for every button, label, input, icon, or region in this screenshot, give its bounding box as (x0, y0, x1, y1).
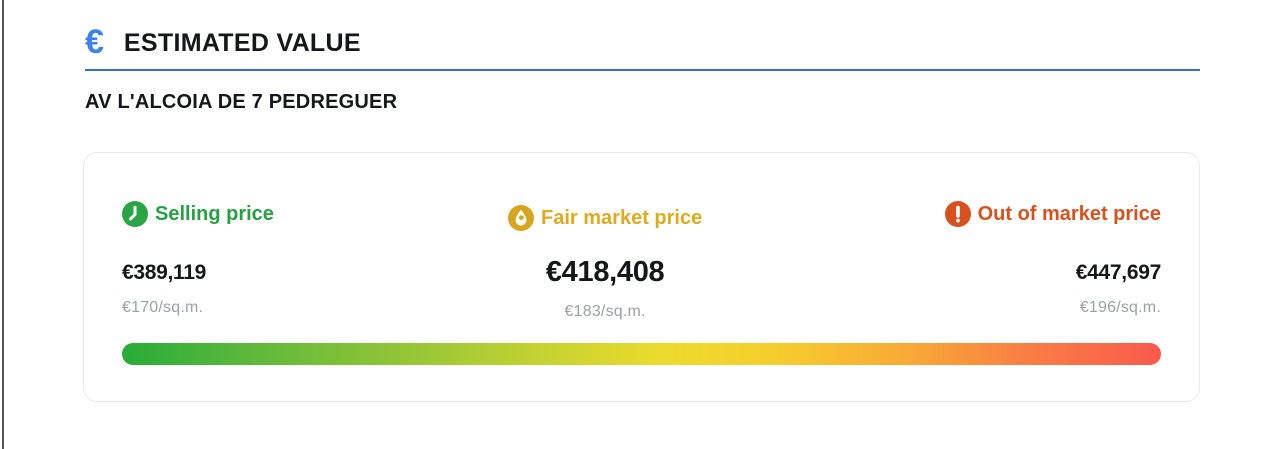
fair-market-label-row: Fair market price (423, 205, 787, 231)
selling-price-per-sqm: €170/sq.m. (122, 299, 204, 316)
section-header: € ESTIMATED VALUE (85, 23, 1202, 61)
price-gradient-bar (122, 343, 1161, 365)
selling-price-value: €389,119 (122, 261, 207, 284)
out-of-market-price-value: €447,697 (1075, 261, 1162, 284)
euro-icon: € (85, 23, 104, 61)
selling-price-label-row: Selling price (122, 201, 423, 227)
property-address: AV L'ALCOIA DE 7 PEDREGUER (85, 91, 398, 113)
out-of-market-label-row: Out of market price (787, 201, 1161, 227)
alert-icon (944, 201, 971, 227)
selling-price-label: Selling price (155, 202, 274, 225)
fair-market-price-value: €418,408 (545, 256, 665, 288)
panel-left-border (2, 0, 4, 449)
valuation-card: Selling price €389,119 €170/sq.m. Fair m… (83, 152, 1200, 402)
out-of-market-price-per-sqm: €196/sq.m. (1079, 299, 1161, 316)
out-of-market-price-column: Out of market price €447,697 €196/sq.m. (787, 201, 1161, 321)
page-title: ESTIMATED VALUE (123, 28, 361, 57)
selling-price-column: Selling price €389,119 €170/sq.m. (122, 201, 423, 321)
fair-market-price-label: Fair market price (541, 206, 703, 229)
fair-market-price-per-sqm: €183/sq.m. (564, 303, 646, 320)
out-of-market-price-label: Out of market price (977, 202, 1161, 225)
header-underline (85, 69, 1200, 71)
price-columns: Selling price €389,119 €170/sq.m. Fair m… (122, 201, 1161, 321)
estimated-value-panel: € ESTIMATED VALUE AV L'ALCOIA DE 7 PEDRE… (83, 23, 1202, 402)
drop-icon (508, 205, 535, 231)
fair-market-price-column: Fair market price €418,408 €183/sq.m. (423, 201, 787, 321)
clock-icon (122, 201, 148, 227)
